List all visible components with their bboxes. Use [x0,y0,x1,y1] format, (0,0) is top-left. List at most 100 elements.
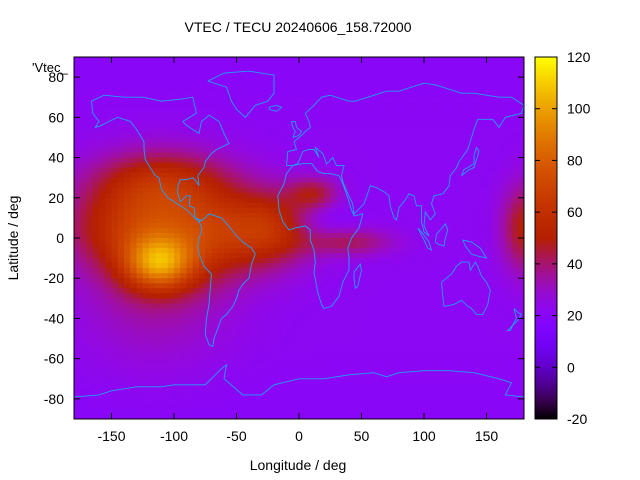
heatmap-cell [486,293,494,299]
heatmap-cell [224,172,231,179]
heatmap-cell [149,102,156,108]
heatmap-cell [374,112,381,118]
heatmap-cell [380,162,387,169]
heatmap-cell [267,308,275,314]
heatmap-cell [324,167,331,174]
heatmap-cell [205,87,212,93]
heatmap-cell [111,258,119,264]
heatmap-cell [149,182,156,189]
heatmap-cell [192,378,200,385]
heatmap-cell [305,177,312,184]
heatmap-cell [380,202,387,209]
heatmap-cell [155,117,162,123]
heatmap-cell [261,87,269,93]
heatmap-cell [467,187,475,194]
heatmap-cell [449,363,456,370]
heatmap-cell [367,263,375,269]
heatmap-cell [336,127,344,133]
heatmap-cell [261,142,269,148]
heatmap-cell [149,238,156,244]
heatmap-cell [511,212,519,219]
heatmap-cell [211,308,219,314]
heatmap-cell [99,268,106,274]
heatmap-cell [255,72,262,78]
heatmap-cell [130,92,137,98]
heatmap-cell [205,333,212,339]
heatmap-cell [167,72,175,78]
heatmap-cell [211,57,219,63]
heatmap-cell [180,97,187,103]
heatmap-cell [492,398,500,405]
heatmap-cell [342,192,350,199]
heatmap-cell [192,353,200,360]
heatmap-cell [211,167,219,174]
heatmap-cell [292,303,300,309]
heatmap-cell [455,278,462,284]
heatmap-cell [117,152,125,158]
heatmap-cell [480,167,487,174]
heatmap-cell [286,172,294,179]
heatmap-cell [255,87,262,93]
heatmap-cell [480,243,487,249]
heatmap-cell [386,102,394,108]
heatmap-cell [417,62,425,68]
heatmap-cell [342,202,350,209]
heatmap-cell [267,112,275,118]
heatmap-cell [249,162,256,169]
heatmap-cell [249,97,256,103]
heatmap-cell [455,353,462,360]
heatmap-cell [411,222,419,229]
heatmap-cell [230,187,237,194]
heatmap-cell [349,152,356,158]
heatmap-cell [286,248,294,254]
heatmap-cell [305,77,312,83]
heatmap-cell [449,182,456,189]
heatmap-cell [199,132,206,138]
heatmap-cell [492,373,500,380]
heatmap-cell [417,363,425,370]
heatmap-cell [399,212,406,219]
heatmap-cell [230,388,237,395]
heatmap-cell [299,378,306,385]
heatmap-cell [349,253,356,259]
heatmap-cell [211,258,219,264]
heatmap-cell [355,152,362,158]
heatmap-cell [161,353,169,360]
heatmap-cell [261,328,269,334]
heatmap-cell [461,328,469,334]
heatmap-cell [511,368,519,375]
heatmap-cell [286,318,294,324]
heatmap-cell [230,283,237,289]
heatmap-cell [374,202,381,209]
heatmap-cell [217,358,225,365]
heatmap-cell [155,152,162,158]
heatmap-cell [117,358,125,365]
heatmap-cell [86,227,94,234]
heatmap-cell [492,127,500,133]
heatmap-cell [399,343,406,350]
heatmap-cell [399,232,406,239]
heatmap-cell [261,67,269,73]
heatmap-cell [405,398,412,405]
heatmap-cell [386,238,394,244]
heatmap-cell [217,323,225,329]
heatmap-cell [92,132,100,138]
heatmap-cell [392,62,400,68]
heatmap-cell [492,182,500,189]
heatmap-cell [142,87,150,93]
heatmap-cell [511,227,519,234]
heatmap-cell [292,288,300,294]
heatmap-cell [380,122,387,128]
heatmap-cell [180,167,187,174]
heatmap-cell [374,383,381,390]
heatmap-cell [167,368,175,375]
heatmap-cell [180,162,187,169]
heatmap-cell [342,383,350,390]
heatmap-cell [292,318,300,324]
heatmap-cell [480,318,487,324]
heatmap-cell [136,388,144,395]
heatmap-cell [324,147,331,153]
heatmap-cell [505,132,512,138]
heatmap-cell [130,253,137,259]
heatmap-cell [399,227,406,234]
